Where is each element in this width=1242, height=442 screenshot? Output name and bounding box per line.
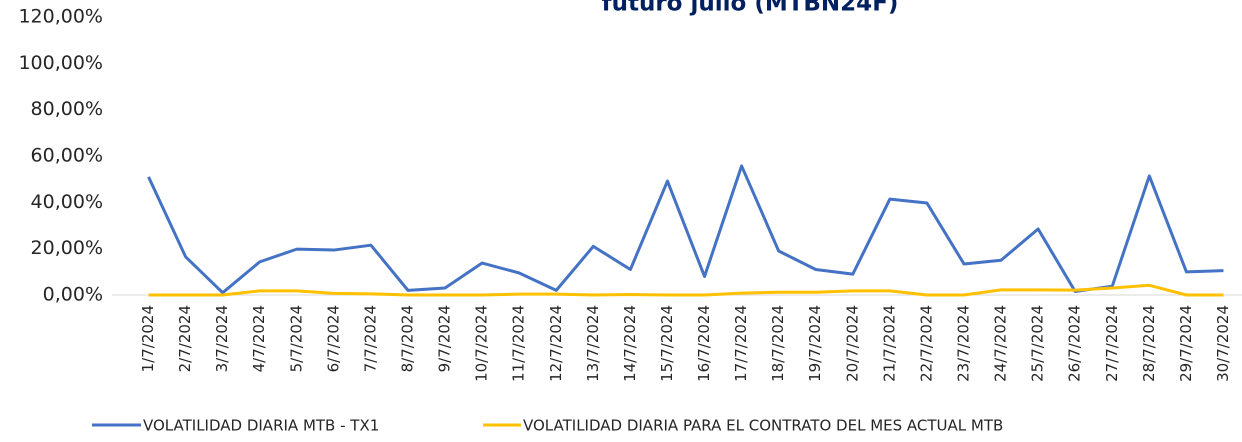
x-tick-label: 27/7/2024: [1103, 305, 1121, 382]
x-tick-label: 20/7/2024: [843, 305, 861, 382]
x-tick-label: 22/7/2024: [917, 305, 935, 382]
x-tick-label: 30/7/2024: [1214, 305, 1232, 382]
x-tick-label: 21/7/2024: [880, 305, 898, 382]
y-tick-label: 20,00%: [31, 237, 103, 259]
x-tick-label: 14/7/2024: [621, 305, 639, 382]
x-tick-label: 17/7/2024: [732, 305, 750, 382]
x-tick-label: 12/7/2024: [547, 305, 565, 382]
x-tick-label: 23/7/2024: [955, 305, 973, 382]
y-tick-label: 100,00%: [18, 52, 103, 74]
x-tick-label: 13/7/2024: [584, 305, 602, 382]
legend-label: VOLATILIDAD DIARIA MTB - TX1: [143, 417, 379, 435]
x-tick-label: 16/7/2024: [695, 305, 713, 382]
x-tick-label: 4/7/2024: [250, 305, 268, 372]
x-tick-label: 29/7/2024: [1177, 305, 1195, 382]
x-tick-label: 7/7/2024: [361, 305, 379, 372]
x-tick-label: 3/7/2024: [213, 305, 231, 372]
x-tick-label: 6/7/2024: [324, 305, 342, 372]
chart-title: futuro julio (MTBN24F): [602, 0, 899, 17]
y-tick-label: 80,00%: [31, 98, 103, 120]
series-line: [148, 283, 1224, 297]
legend-label: VOLATILIDAD DIARIA PARA EL CONTRATO DEL …: [523, 417, 1003, 435]
x-tick-label: 9/7/2024: [436, 305, 454, 372]
x-tick-label: 11/7/2024: [510, 305, 528, 382]
x-tick-label: 1/7/2024: [139, 305, 157, 372]
x-tick-label: 5/7/2024: [287, 305, 305, 372]
y-tick-label: 40,00%: [31, 191, 103, 213]
x-tick-label: 28/7/2024: [1140, 305, 1158, 382]
series-line: [147, 164, 1224, 295]
x-tick-label: 15/7/2024: [658, 305, 676, 382]
x-tick-label: 8/7/2024: [399, 305, 417, 372]
y-tick-label: 60,00%: [31, 145, 103, 167]
x-tick-label: 19/7/2024: [806, 305, 824, 382]
x-tick-label: 10/7/2024: [473, 305, 491, 382]
x-tick-label: 2/7/2024: [176, 305, 194, 372]
y-tick-label: 120,00%: [18, 6, 103, 28]
y-tick-label: 0,00%: [43, 284, 103, 306]
x-tick-label: 26/7/2024: [1066, 305, 1084, 382]
x-tick-label: 24/7/2024: [992, 305, 1010, 382]
x-tick-label: 18/7/2024: [769, 305, 787, 382]
x-tick-label: 25/7/2024: [1029, 305, 1047, 382]
